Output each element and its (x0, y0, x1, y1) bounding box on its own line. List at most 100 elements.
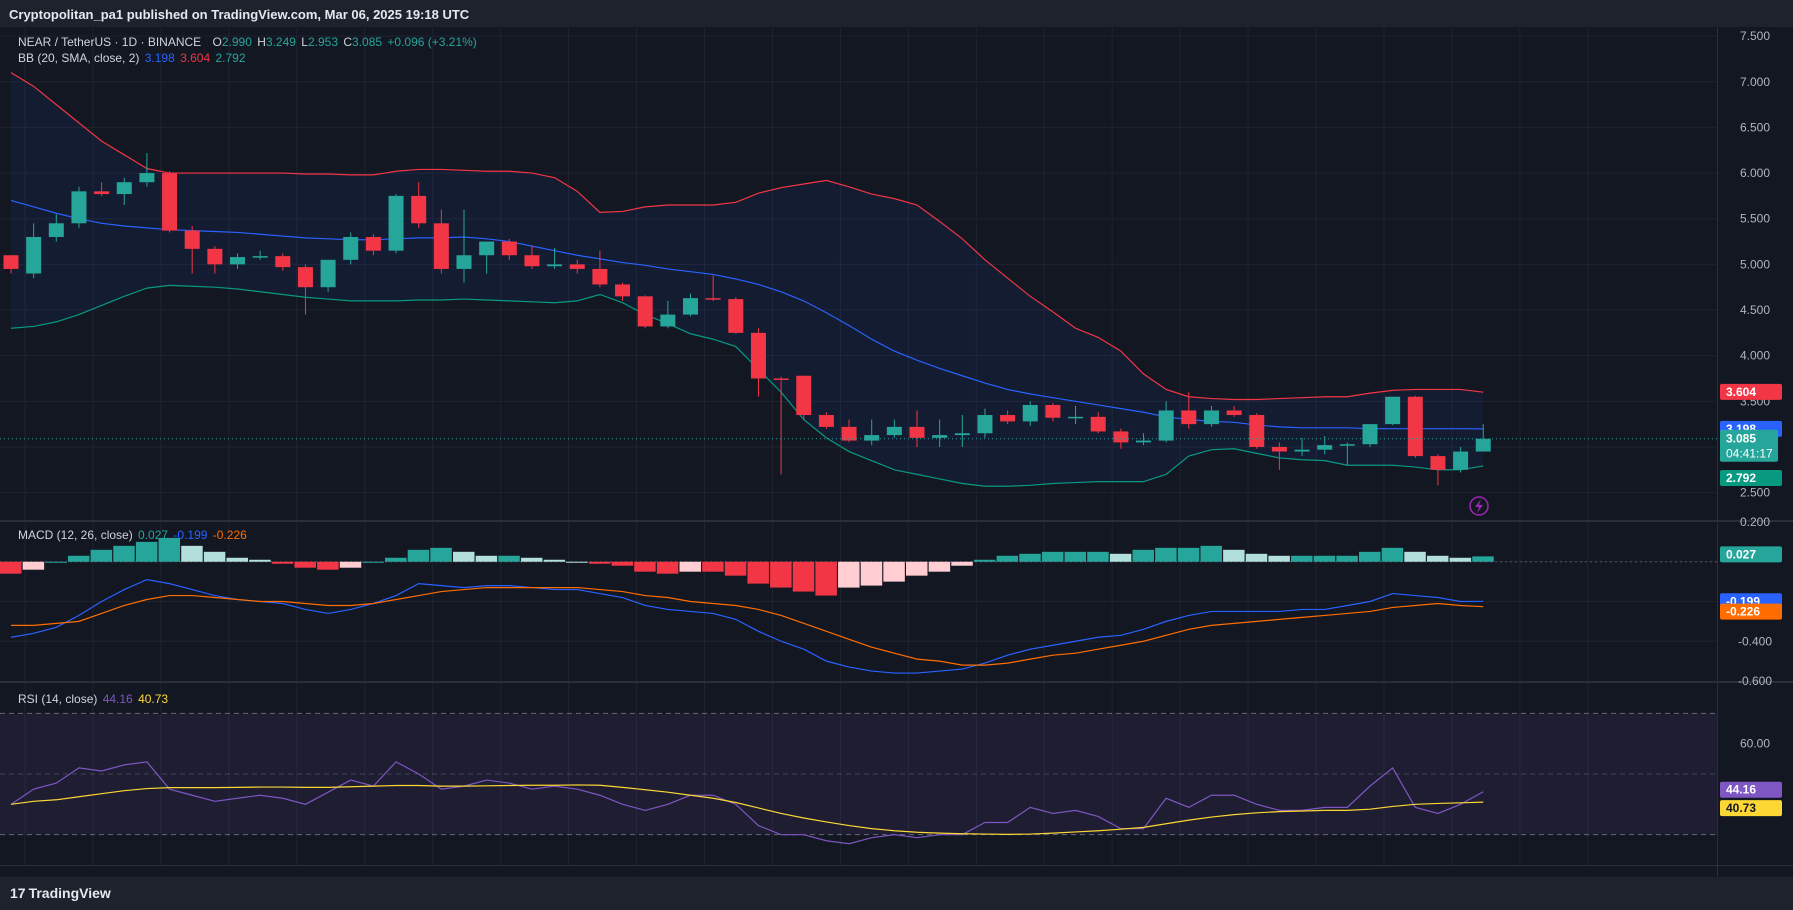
macd-hist-bar-19 (430, 547, 452, 562)
macd-hist-bar-42 (951, 561, 973, 566)
tag-rsi-bg (1720, 781, 1782, 798)
macd-line-value: -0.199 (173, 528, 208, 542)
candle-body-4 (94, 191, 110, 195)
tag-bb-lower: 2.792 (1720, 469, 1782, 486)
macd-hist-bar-17 (385, 557, 407, 562)
candle-body-46 (1045, 404, 1061, 418)
macd-hist-bar-24 (543, 559, 566, 562)
lightning-icon-bolt (1475, 499, 1483, 513)
candle-body-49 (1113, 431, 1129, 443)
tag-macd-signal: -0.226 (1720, 603, 1782, 620)
time-tick-12: 7 (837, 876, 844, 877)
macd-hist-bar-53 (1200, 545, 1222, 562)
tag-last-price-bg (1720, 429, 1778, 462)
time-tick-13: 10 (902, 876, 916, 877)
tradingview-logo[interactable]: 17 TradingView (10, 885, 111, 901)
time-tick-22: 10 (1513, 876, 1527, 877)
time-tick-20: 4 (1381, 876, 1388, 877)
open-value: 2.990 (221, 35, 252, 49)
lightning-icon (1469, 496, 1489, 516)
macd-hist-bar-2 (45, 561, 67, 563)
macd-hist-bar-20 (453, 551, 475, 562)
macd-hist-bar-6 (135, 541, 158, 562)
candle-body-33 (750, 332, 766, 379)
time-tick-7: 22 (494, 876, 508, 877)
price-tick-2: 6.500 (1740, 120, 1770, 134)
macd-hist-bar-28 (634, 561, 656, 572)
candle-body-11 (252, 256, 268, 258)
chart-area[interactable]: 7.500 7.000 6.500 6.000 5.500 5.000 4.500 4.000… (0, 27, 1793, 877)
pane-separators[interactable] (0, 27, 1793, 877)
tag-macd-hist-bg (1720, 546, 1782, 563)
tag-bb-upper-text: 3.604 (1726, 385, 1756, 399)
macd-hist-bar-9 (203, 551, 226, 562)
separator-macd-rsi (0, 681, 1793, 683)
candle-body-22 (501, 241, 517, 256)
candle-body-13 (297, 267, 313, 288)
time-tick-3: 10 (222, 876, 236, 877)
rsi-band-fill (0, 713, 1717, 835)
macd-hist-bar-54 (1223, 549, 1245, 562)
macd-hist-bar-29 (656, 561, 679, 574)
bb-lower-line (10, 284, 1484, 487)
candle-body-40 (909, 426, 925, 438)
macd-hist-bar-35 (792, 561, 815, 592)
macd-hist-bar-5 (113, 545, 135, 562)
macd-hist-bar-34 (770, 561, 792, 588)
time-tick-10: Feb (694, 876, 715, 877)
bb-upper-value: 3.604 (180, 51, 211, 65)
time-axis[interactable]: 2025 4 7 10 13 16 19 22 25 28 Feb 4 7 10 13 16 19 22 25 Mar… (12, 876, 1595, 877)
time-tick-0: 2025 (12, 876, 39, 877)
macd-hist-bar-58 (1313, 555, 1336, 562)
candle-body-42 (954, 433, 970, 436)
macd-tick-2: -0.600 (1738, 674, 1772, 688)
candle-body-19 (433, 223, 449, 269)
bb-basis-value: 3.198 (144, 51, 175, 65)
macd-pane (0, 537, 1717, 674)
tradingview-logo-icon: 17 (10, 885, 26, 901)
candle-body-1 (26, 236, 42, 274)
tag-macd-signal-text: -0.226 (1726, 605, 1760, 619)
candle-body-5 (116, 182, 132, 195)
candle-body-44 (1000, 415, 1016, 422)
candle-body-65 (1475, 438, 1491, 452)
macd-hist-bar-12 (271, 561, 294, 564)
price-tick-3: 6.000 (1740, 166, 1770, 180)
candle-body-38 (864, 435, 880, 441)
time-tick-2: 7 (158, 876, 165, 877)
macd-hist-bar-26 (588, 561, 611, 564)
time-tick-9: 28 (630, 876, 644, 877)
macd-hist-bar-0 (0, 561, 22, 574)
macd-hist-bar-43 (973, 559, 996, 562)
candle-body-21 (479, 241, 495, 256)
macd-hist-bar-45 (1019, 553, 1041, 562)
time-tick-18: 25 (1241, 876, 1255, 877)
macd-tick-0: 0.200 (1740, 515, 1770, 529)
candle-body-0 (3, 255, 19, 269)
time-tick-4: 13 (290, 876, 304, 877)
macd-hist-bar-1 (22, 561, 45, 570)
time-tick-19: Mar (1306, 876, 1327, 877)
price-tick-4: 5.500 (1740, 212, 1770, 226)
high-value: 3.249 (265, 35, 296, 49)
tag-macd-signal-bg (1720, 603, 1782, 620)
rsi-ma-line (10, 784, 1484, 835)
candle-body-28 (637, 296, 653, 327)
macd-legend: MACD (12, 26, close) 0.027 -0.199 -0.226 (18, 528, 249, 542)
candle-body-24 (547, 264, 563, 267)
macd-hist-bar-11 (249, 559, 271, 562)
candle-body-35 (796, 375, 812, 416)
candle-body-6 (139, 173, 155, 183)
tag-macd-hist-text: 0.027 (1726, 547, 1756, 561)
macd-hist-bar-27 (611, 561, 634, 566)
candle-body-26 (592, 268, 608, 285)
candle-body-41 (932, 435, 948, 438)
close-value: 3.085 (352, 35, 383, 49)
candle-body-10 (230, 257, 245, 265)
macd-hist-bar-4 (90, 549, 113, 562)
macd-hist-bar-64 (1449, 557, 1472, 562)
macd-hist-bar-22 (498, 555, 520, 562)
price-tick-0: 7.500 (1740, 29, 1770, 43)
macd-hist-bar-8 (181, 545, 203, 562)
candle-body-32 (728, 299, 744, 333)
